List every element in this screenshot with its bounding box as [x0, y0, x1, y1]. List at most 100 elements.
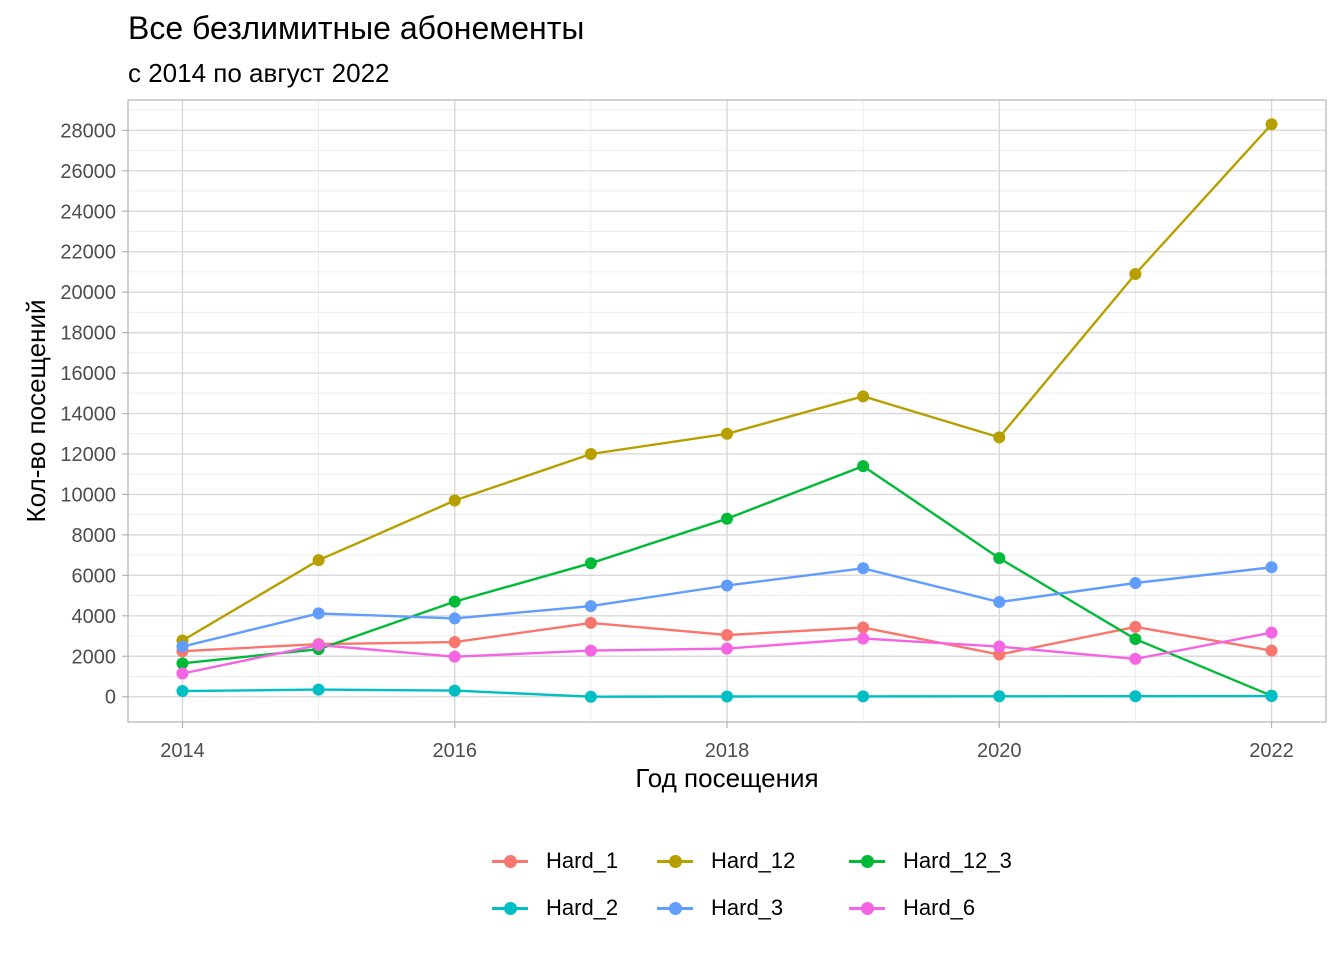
data-point-hard-3 [312, 607, 325, 620]
chart-title: Все безлимитные абонементы [128, 10, 585, 46]
x-tick-label: 2020 [977, 740, 1022, 762]
x-axis-label: Год посещения [635, 763, 818, 793]
data-point-hard-1 [721, 629, 733, 642]
legend-label: Hard_3 [711, 895, 784, 920]
chart-subtitle: с 2014 по август 2022 [128, 58, 390, 88]
y-tick-label: 10000 [60, 484, 116, 506]
data-point-hard-12 [721, 427, 733, 440]
y-tick-label: 18000 [60, 323, 116, 345]
y-tick-label: 26000 [60, 161, 116, 183]
data-point-hard-12-3 [448, 595, 461, 608]
data-point-hard-2 [584, 690, 597, 703]
y-tick-label: 24000 [60, 201, 116, 223]
data-point-hard-3 [993, 596, 1006, 609]
data-point-hard-6 [176, 667, 189, 680]
data-point-hard-6 [857, 632, 870, 645]
data-point-hard-12 [1129, 267, 1142, 280]
y-tick-label: 4000 [72, 606, 117, 628]
legend-key-dot [669, 855, 682, 868]
data-point-hard-6 [721, 642, 733, 655]
data-point-hard-6 [448, 650, 461, 663]
legend-key [655, 885, 695, 931]
data-point-hard-2 [721, 690, 733, 703]
series-hard-3 [176, 561, 1278, 653]
legend-key [847, 838, 887, 884]
data-point-hard-3 [1129, 577, 1142, 590]
data-point-hard-3 [1265, 561, 1278, 574]
series-hard-2 [176, 683, 1278, 703]
legend-key-dot [861, 855, 874, 868]
data-point-hard-12-3 [857, 460, 870, 473]
y-tick-label: 28000 [60, 120, 116, 142]
data-point-hard-6 [993, 640, 1006, 653]
y-tick-label: 6000 [72, 565, 117, 587]
legend-key-dot [861, 902, 874, 915]
legend-label: Hard_2 [546, 895, 619, 920]
x-tick-label: 2018 [705, 740, 750, 762]
data-point-hard-1 [448, 636, 461, 649]
legend-key-dot [669, 902, 682, 915]
x-tick-label: 2014 [160, 740, 205, 762]
legend-item-hard-2: Hard_2 [490, 885, 618, 931]
data-point-hard-2 [857, 690, 870, 703]
data-point-hard-12 [993, 431, 1006, 444]
data-point-hard-3 [721, 579, 733, 592]
data-point-hard-12-3 [1129, 633, 1142, 646]
legend-label: Hard_1 [546, 848, 619, 873]
legend-key-dot [504, 902, 517, 915]
data-point-hard-6 [584, 644, 597, 657]
legend-key [847, 885, 887, 931]
legend-item-hard-12: Hard_12 [655, 838, 795, 884]
legend-item-hard-12-3: Hard_12_3 [847, 838, 1012, 884]
y-tick-label: 12000 [60, 444, 116, 466]
data-point-hard-1 [857, 621, 870, 634]
data-point-hard-12 [448, 494, 461, 507]
y-axis: 0 2000 4000 6000 8000 10000 12000 14000 16000 180… [60, 120, 128, 709]
y-tick-label: 16000 [60, 363, 116, 385]
data-point-hard-2 [1265, 690, 1278, 703]
legend-key [490, 838, 530, 884]
legend-item-hard-1: Hard_1 [490, 838, 618, 884]
legend-label: Hard_12 [711, 848, 796, 873]
data-point-hard-2 [176, 685, 189, 698]
legend-key [655, 838, 695, 884]
data-point-hard-3 [448, 612, 461, 625]
legend-label: Hard_12_3 [903, 848, 1012, 873]
data-point-hard-3 [584, 600, 597, 613]
data-point-hard-12 [312, 554, 325, 567]
y-tick-label: 20000 [60, 282, 116, 304]
data-point-hard-2 [993, 690, 1006, 703]
data-point-hard-2 [312, 683, 325, 696]
y-tick-label: 8000 [72, 525, 117, 547]
legend-item-hard-6: Hard_6 [847, 885, 975, 931]
data-point-hard-12 [584, 447, 597, 460]
data-point-hard-2 [1129, 690, 1142, 703]
data-point-hard-1 [1265, 644, 1278, 657]
series-hard-12-3 [176, 460, 1278, 702]
series-hard-6 [176, 626, 1278, 680]
data-point-hard-1 [584, 616, 597, 629]
data-point-hard-1 [1129, 620, 1142, 633]
legend-item-hard-3: Hard_3 [655, 885, 783, 931]
data-point-hard-12-3 [993, 552, 1006, 565]
data-point-hard-6 [312, 639, 325, 652]
x-axis: 2014 2016 2018 2020 2022 [160, 722, 1294, 762]
data-point-hard-3 [857, 562, 870, 575]
x-tick-label: 2022 [1249, 740, 1294, 762]
y-tick-label: 22000 [60, 242, 116, 264]
y-tick-label: 0 [105, 687, 116, 709]
legend-label: Hard_6 [903, 895, 976, 920]
data-point-hard-2 [448, 684, 461, 697]
series-hard-12 [176, 118, 1278, 647]
data-point-hard-12 [1265, 118, 1278, 131]
series-layer [176, 118, 1278, 703]
x-tick-label: 2016 [432, 740, 477, 762]
data-point-hard-3 [176, 640, 189, 653]
data-point-hard-6 [1129, 652, 1142, 665]
data-point-hard-6 [1265, 626, 1278, 639]
data-point-hard-12-3 [584, 557, 597, 570]
data-point-hard-12-3 [721, 512, 733, 525]
y-tick-label: 14000 [60, 404, 116, 426]
data-point-hard-12-3 [176, 657, 189, 670]
